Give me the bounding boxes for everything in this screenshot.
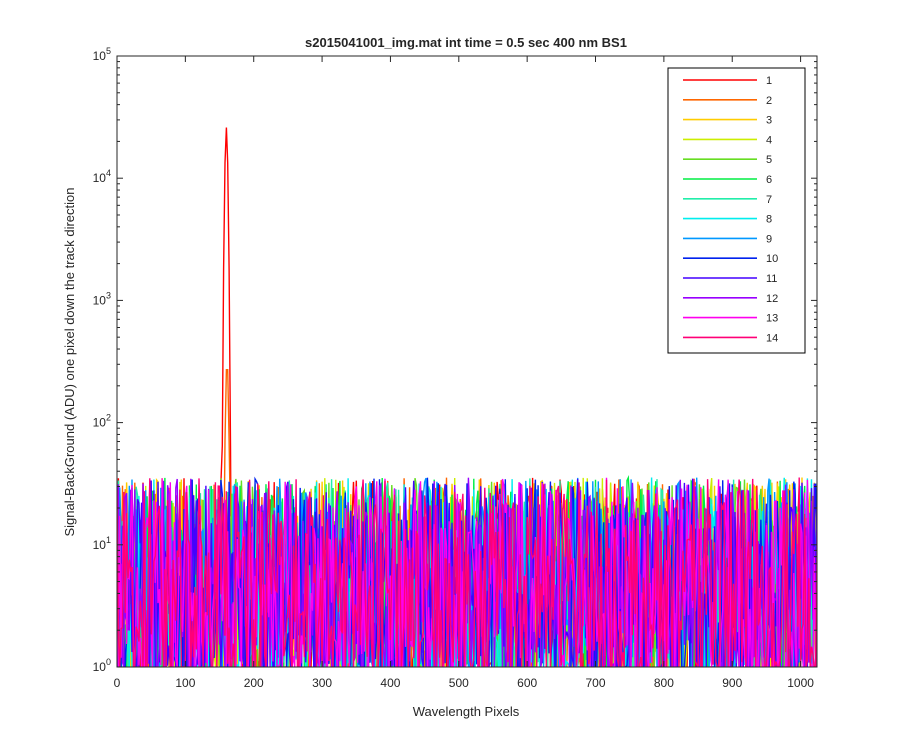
y-tick-exponent: 2 (106, 413, 111, 423)
x-tick-label: 800 (654, 676, 674, 690)
legend-label-7: 7 (766, 194, 772, 206)
legend-box (667, 67, 806, 354)
y-tick-label: 101 (93, 535, 111, 552)
legend-label-9: 9 (766, 233, 772, 245)
y-tick-exponent: 4 (106, 168, 111, 178)
x-tick-label: 1000 (787, 676, 814, 690)
y-tick-exponent: 3 (106, 290, 111, 300)
x-tick-label: 100 (175, 676, 195, 690)
y-tick-base: 10 (93, 293, 107, 307)
chart-title: s2015041001_img.mat int time = 0.5 sec 4… (305, 35, 627, 50)
plot-frame (116, 55, 818, 668)
series-layer (117, 127, 817, 667)
series-line-14 (117, 477, 817, 667)
x-tick-label: 600 (517, 676, 537, 690)
x-tick-label: 300 (312, 676, 332, 690)
x-axis-label: Wavelength Pixels (413, 704, 520, 719)
legend-label-11: 11 (766, 273, 777, 285)
legend-label-6: 6 (766, 174, 772, 186)
y-tick-label: 104 (93, 168, 111, 185)
y-tick-base: 10 (93, 49, 107, 63)
legend-label-2: 2 (766, 95, 772, 107)
x-tick-label: 400 (380, 676, 400, 690)
y-tick-exponent: 1 (106, 535, 111, 545)
y-tick-exponent: 5 (106, 46, 111, 56)
y-tick-base: 10 (93, 416, 107, 430)
axis-ticks: 0 100 200 300 400 500 600 700 800 900 100010010110… (93, 46, 817, 690)
legend-label-3: 3 (766, 115, 772, 127)
legend-label-5: 5 (766, 154, 772, 166)
legend-label-4: 4 (766, 134, 772, 146)
legend-label-14: 14 (766, 332, 778, 344)
x-tick-label: 900 (722, 676, 742, 690)
legend-label-10: 10 (766, 253, 778, 265)
x-tick-label: 0 (114, 676, 121, 690)
x-tick-label: 200 (244, 676, 264, 690)
legend-label-13: 13 (766, 313, 778, 325)
y-axis-label: Signal-BackGround (ADU) one pixel down t… (62, 187, 77, 536)
legend-label-12: 12 (766, 293, 778, 305)
legend-label-1: 1 (766, 75, 772, 87)
y-tick-label: 102 (93, 413, 111, 430)
x-tick-label: 500 (449, 676, 469, 690)
y-tick-label: 105 (93, 46, 111, 63)
y-tick-label: 100 (93, 657, 111, 674)
y-tick-base: 10 (93, 660, 107, 674)
y-tick-exponent: 0 (106, 657, 111, 667)
y-tick-base: 10 (93, 538, 107, 552)
y-tick-base: 10 (93, 171, 107, 185)
x-tick-label: 700 (586, 676, 606, 690)
legend-label-8: 8 (766, 214, 772, 226)
y-tick-label: 103 (93, 290, 111, 307)
